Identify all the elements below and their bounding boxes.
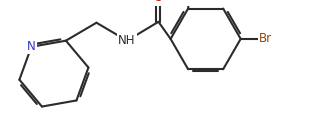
Text: O: O: [154, 0, 163, 4]
Text: Br: Br: [259, 32, 272, 45]
Text: NH: NH: [118, 34, 136, 47]
Text: N: N: [27, 40, 36, 53]
